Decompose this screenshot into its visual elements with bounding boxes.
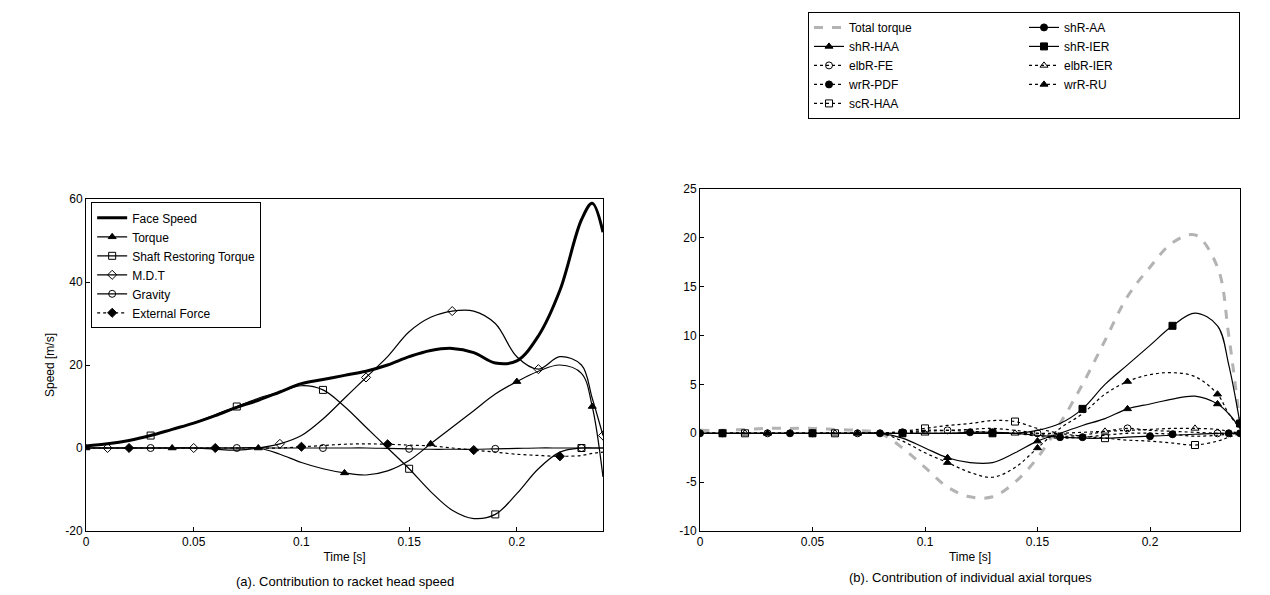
svg-text:Face Speed: Face Speed — [132, 212, 197, 226]
svg-text:0: 0 — [76, 441, 83, 455]
svg-text:0: 0 — [697, 535, 704, 549]
svg-text:elbR-FE: elbR-FE — [849, 59, 893, 73]
svg-text:wrR-RU: wrR-RU — [1063, 78, 1107, 92]
svg-text:0.2: 0.2 — [508, 535, 525, 549]
svg-text:elbR-IER: elbR-IER — [1064, 59, 1113, 73]
svg-text:wrR-PDF: wrR-PDF — [848, 78, 898, 92]
svg-text:scR-HAA: scR-HAA — [849, 97, 898, 111]
svg-text:M.D.T: M.D.T — [132, 269, 165, 283]
svg-text:Speed [m/s]: Speed [m/s] — [43, 333, 57, 397]
svg-text:0: 0 — [690, 426, 697, 440]
svg-text:Time [s]: Time [s] — [949, 550, 991, 564]
svg-text:0.1: 0.1 — [917, 535, 934, 549]
svg-text:(b). Contribution of individua: (b). Contribution of individual axial to… — [849, 570, 1092, 585]
svg-text:-10: -10 — [679, 524, 697, 538]
svg-text:60: 60 — [69, 192, 83, 206]
svg-text:shR-AA: shR-AA — [1064, 21, 1105, 35]
svg-text:0.1: 0.1 — [293, 535, 310, 549]
svg-text:-5: -5 — [686, 475, 697, 489]
svg-text:0.15: 0.15 — [397, 535, 421, 549]
svg-text:20: 20 — [69, 358, 83, 372]
svg-text:shR-IER: shR-IER — [1064, 40, 1110, 54]
svg-text:Torque: Torque — [132, 231, 169, 245]
svg-text:0.2: 0.2 — [1142, 535, 1159, 549]
svg-text:External Force: External Force — [132, 307, 210, 321]
svg-text:Gravity: Gravity — [132, 288, 170, 302]
svg-text:40: 40 — [69, 275, 83, 289]
svg-text:5: 5 — [690, 378, 697, 392]
svg-text:Total torque: Total torque — [849, 21, 912, 35]
svg-text:-20: -20 — [65, 524, 83, 538]
svg-text:(a). Contribution to racket he: (a). Contribution to racket head speed — [236, 574, 454, 589]
svg-text:0.05: 0.05 — [801, 535, 825, 549]
svg-text:0.05: 0.05 — [182, 535, 206, 549]
svg-text:15: 15 — [683, 280, 697, 294]
svg-text:25: 25 — [683, 182, 697, 196]
svg-text:0.15: 0.15 — [1026, 535, 1050, 549]
svg-text:shR-HAA: shR-HAA — [849, 40, 899, 54]
svg-text:20: 20 — [683, 231, 697, 245]
svg-text:10: 10 — [683, 329, 697, 343]
svg-text:Time [s]: Time [s] — [323, 550, 365, 564]
svg-text:0: 0 — [83, 535, 90, 549]
svg-text:Shaft Restoring Torque: Shaft Restoring Torque — [132, 250, 255, 264]
